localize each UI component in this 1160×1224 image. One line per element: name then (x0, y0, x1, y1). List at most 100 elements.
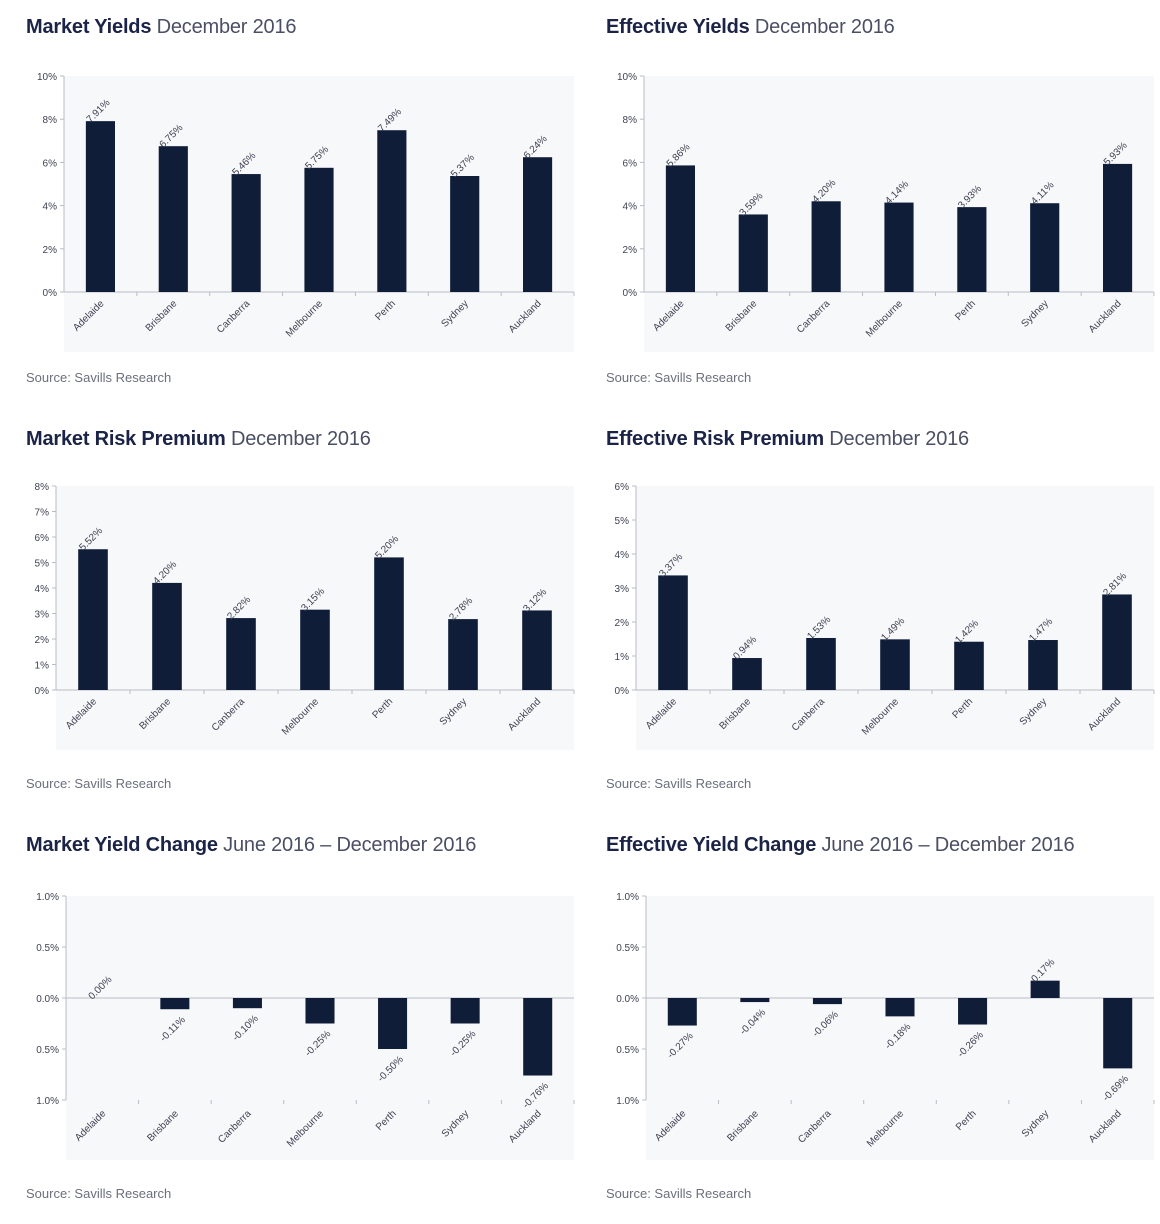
bar (232, 998, 262, 1009)
bar-chart: 0%2%4%6%8%10%7.91%Adelaide6.75%Brisbane5… (37, 72, 575, 352)
chart-area: 0% 2% 4% 6% 8% 10% 7.91% Adelaide 6.75% Brisbane 5… (26, 66, 582, 376)
chart-title: Effective Yields December 2016 (606, 16, 895, 38)
y-tick-label: 6% (35, 533, 50, 544)
bar (665, 165, 695, 292)
y-tick-label: 3% (35, 610, 50, 621)
bar (738, 214, 768, 292)
y-tick-label: 2% (35, 635, 50, 646)
chart-area: 1.0% 0.5% 0.0% 0.5% 1.0% 0.00% Adelaide -0.11% B… (26, 886, 582, 1196)
chart-source: Source: Savills Research (26, 1186, 172, 1201)
chart-area: 0% 2% 4% 6% 8% 10% 5.86% Adelaide 3.59% Brisbane 4… (606, 66, 1160, 376)
bar (811, 201, 841, 292)
y-tick-label: 10% (617, 72, 637, 83)
bar (158, 146, 188, 292)
bar (1102, 594, 1132, 690)
y-tick-label: 0.5% (616, 943, 639, 954)
bar (1103, 163, 1133, 292)
y-tick-label: 1.0% (36, 892, 59, 903)
y-tick-label: 2% (43, 245, 58, 256)
chart-title: Market Risk Premium December 2016 (26, 428, 371, 450)
y-tick-label: 0.5% (36, 1045, 59, 1056)
bar (378, 998, 408, 1049)
bar (1030, 980, 1060, 998)
plot-background (646, 896, 1154, 1160)
y-tick-label: 0% (35, 686, 50, 697)
bar (231, 174, 261, 292)
y-tick-label: 8% (43, 115, 58, 126)
y-tick-label: 10% (37, 72, 57, 83)
chart-area: 1.0% 0.5% 0.0% 0.5% 1.0% -0.27% Adelaide -0.04%… (606, 886, 1160, 1196)
y-tick-label: 4% (43, 202, 58, 213)
bar (374, 557, 404, 690)
chart-source: Source: Savills Research (26, 370, 172, 385)
y-tick-label: 5% (615, 516, 630, 527)
bar (957, 207, 987, 292)
y-tick-label: 6% (43, 158, 58, 169)
y-tick-label: 1.0% (36, 1096, 59, 1107)
bar (958, 998, 988, 1025)
chart-title: Effective Risk Premium December 2016 (606, 428, 969, 450)
bar (885, 998, 915, 1017)
chart-panel-effective-yield-change: Effective Yield Change June 2016 – Decem… (606, 834, 1160, 1224)
y-tick-label: 0.0% (36, 994, 59, 1005)
bar-chart: 0%1%2%3%4%5%6%3.37%Adelaide0.94%Brisbane… (615, 482, 1155, 750)
bar (658, 575, 688, 690)
y-tick-label: 6% (623, 158, 638, 169)
chart-panel-market-risk-premium: Market Risk Premium December 2016 0% 1% 2%… (26, 428, 586, 818)
bar (448, 619, 478, 690)
y-tick-label: 0.5% (36, 943, 59, 954)
chart-panel-effective-risk-premium: Effective Risk Premium December 2016 0% 1… (606, 428, 1160, 818)
bar (305, 998, 335, 1024)
y-tick-label: 4% (623, 202, 638, 213)
plot-background (66, 896, 574, 1160)
y-tick-label: 0% (623, 288, 638, 299)
y-tick-label: 2% (615, 618, 630, 629)
bar (160, 998, 190, 1010)
bar (884, 202, 914, 292)
bar (450, 176, 480, 292)
bar (522, 610, 552, 690)
bar (954, 641, 984, 690)
bar (740, 998, 770, 1003)
y-tick-label: 3% (615, 584, 630, 595)
y-tick-label: 0% (43, 288, 58, 299)
y-tick-label: 7% (35, 508, 50, 519)
bar (523, 157, 553, 292)
chart-title: Market Yields December 2016 (26, 16, 297, 38)
plot-background (636, 486, 1154, 750)
bar (78, 549, 108, 690)
bar (667, 998, 697, 1026)
bar (377, 130, 407, 292)
chart-source: Source: Savills Research (606, 370, 752, 385)
y-tick-label: 1.0% (616, 1096, 639, 1107)
bar (812, 998, 842, 1005)
bar (880, 639, 910, 690)
y-tick-label: 0.5% (616, 1045, 639, 1056)
bar (1028, 640, 1058, 690)
y-tick-label: 0% (615, 686, 630, 697)
bar (304, 167, 334, 292)
y-tick-label: 2% (623, 245, 638, 256)
y-tick-label: 4% (615, 550, 630, 561)
bar-chart: 0%1%2%3%4%5%6%7%8%5.52%Adelaide4.20%Bris… (35, 482, 575, 750)
y-tick-label: 4% (35, 584, 50, 595)
y-tick-label: 1% (615, 652, 630, 663)
chart-source: Source: Savills Research (26, 776, 172, 791)
y-tick-label: 8% (35, 482, 50, 493)
bar-chart: 1.0%0.5%0.0%0.5%1.0%0.00%Adelaide-0.11%B… (36, 892, 575, 1160)
chart-title: Market Yield Change June 2016 – December… (26, 834, 477, 856)
bar-chart: 0%2%4%6%8%10%5.86%Adelaide3.59%Brisbane4… (617, 72, 1155, 352)
y-tick-label: 6% (615, 482, 630, 493)
y-tick-label: 0.0% (616, 994, 639, 1005)
bar (226, 618, 256, 690)
bar (450, 998, 480, 1024)
chart-area: 0% 1% 2% 3% 4% 5% 6% 7% 8% 5.52% Adelaide 4.20% Bris… (26, 474, 582, 784)
bar (732, 658, 762, 690)
bar (300, 609, 330, 690)
y-tick-label: 1.0% (616, 892, 639, 903)
bar (806, 637, 836, 690)
bar (152, 582, 182, 690)
chart-panel-market-yield-change: Market Yield Change June 2016 – December… (26, 834, 586, 1224)
y-tick-label: 1% (35, 661, 50, 672)
bar (1030, 203, 1060, 292)
